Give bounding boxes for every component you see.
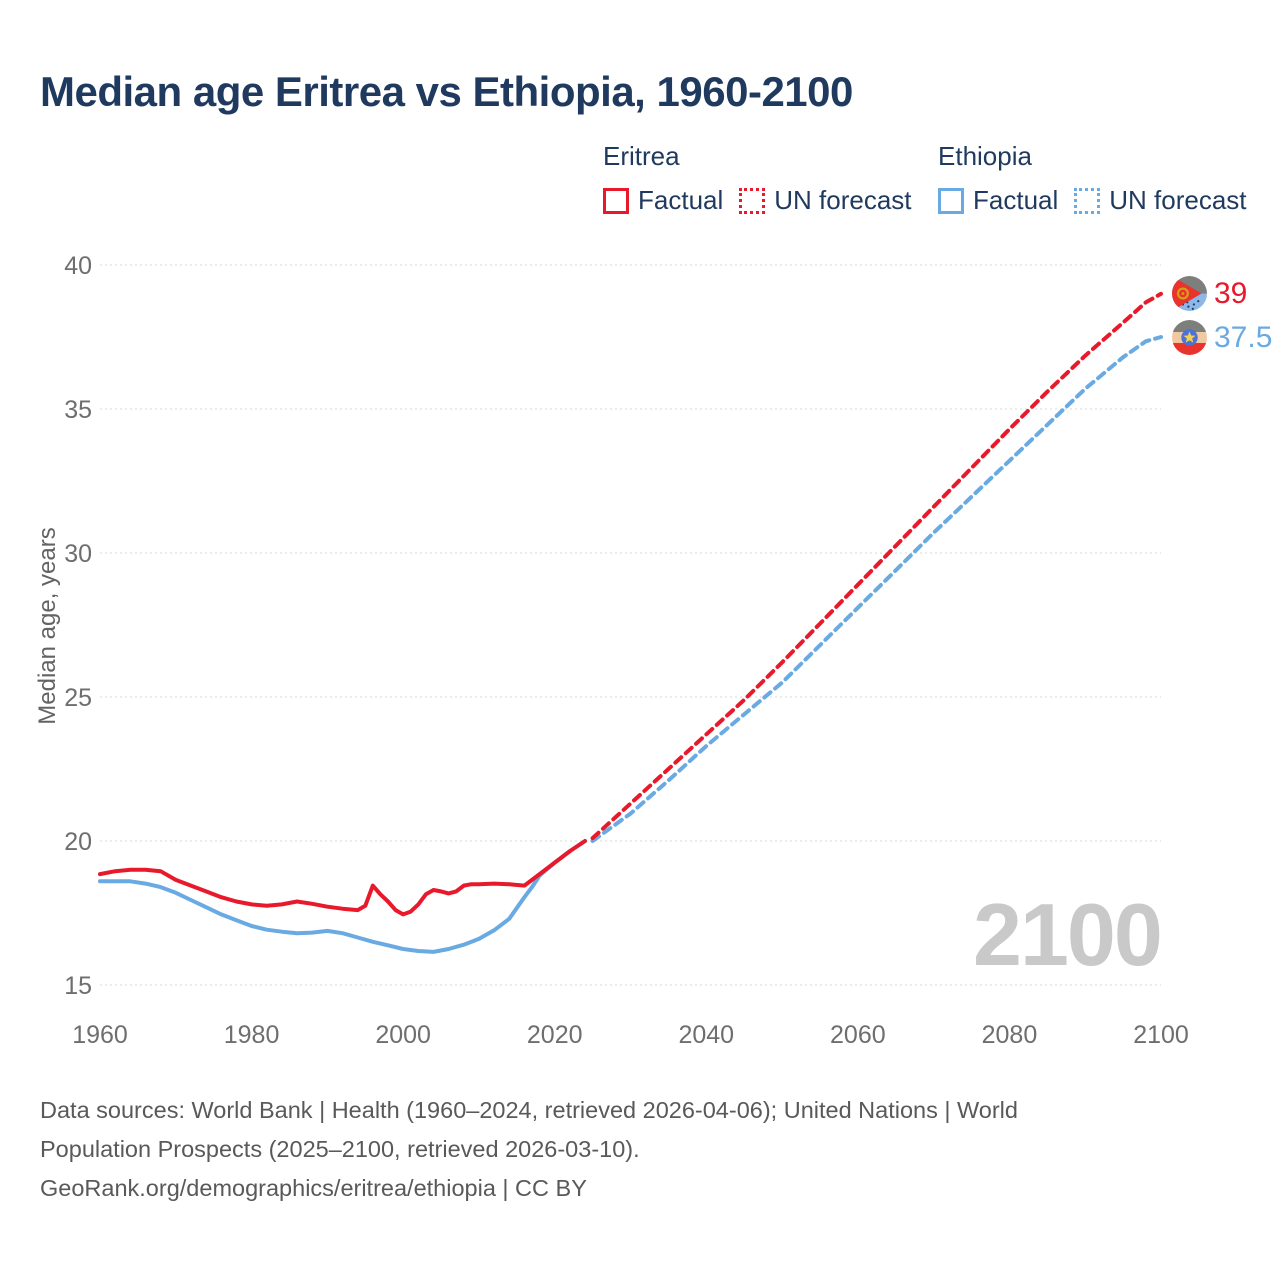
legend-label-eritrea-forecast: UN forecast	[774, 185, 912, 215]
x-tick-label-2020: 2020	[527, 1021, 583, 1049]
ethiopia-end-value: 37.5	[1214, 320, 1273, 354]
legend-label-eritrea-factual: Factual	[638, 185, 724, 215]
y-axis-title: Median age, years	[34, 527, 61, 725]
eritrea-flag-icon	[1172, 276, 1207, 311]
eritrea-forecast-line[interactable]	[590, 291, 1163, 841]
footer-source-line-1: Data sources: World Bank | Health (1960–…	[40, 1097, 1018, 1123]
x-tick-label-2080: 2080	[982, 1021, 1038, 1049]
legend-item-ethiopia-forecast[interactable]: UN forecast	[1074, 185, 1247, 216]
legend-country-ethiopia: Ethiopia	[938, 141, 1032, 171]
y-tick-label-40: 40	[64, 252, 92, 280]
page-title: Median age Eritrea vs Ethiopia, 1960-210…	[40, 68, 853, 115]
y-tick-label-25: 25	[64, 684, 92, 712]
legend-row-ethiopia: Factual UN forecast	[938, 185, 1247, 216]
y-tick-label-35: 35	[64, 396, 92, 424]
x-tick-label-2000: 2000	[375, 1021, 431, 1049]
legend-label-ethiopia-factual: Factual	[973, 185, 1059, 215]
footer-attribution-line: GeoRank.org/demographics/eritrea/ethiopi…	[40, 1175, 587, 1201]
legend-group-ethiopia: Ethiopia Factual UN forecast	[938, 141, 1247, 216]
y-tick-label-15: 15	[64, 972, 92, 1000]
legend-item-eritrea-forecast[interactable]: UN forecast	[739, 185, 912, 216]
legend-item-eritrea-factual[interactable]: Factual	[603, 185, 723, 216]
legend-item-ethiopia-factual[interactable]: Factual	[938, 185, 1058, 216]
chart-svg: 15 20 25 30 35 40 1960 1980 2000 2020 2040 2060 2080…	[64, 252, 1189, 1049]
eritrea-factual-swatch-icon	[603, 187, 629, 214]
x-tick-label-1960: 1960	[72, 1021, 128, 1049]
end-label-ethiopia: 37.5	[1172, 320, 1272, 355]
eritrea-forecast-swatch-icon	[739, 187, 766, 214]
eritrea-end-value: 39	[1214, 276, 1248, 310]
ethiopia-flag-icon	[1172, 320, 1207, 355]
legend-group-eritrea: Eritrea Factual UN forecast	[603, 141, 912, 216]
end-label-eritrea: 39	[1172, 276, 1247, 311]
x-tick-label-1980: 1980	[224, 1021, 280, 1049]
ethiopia-forecast-swatch-icon	[1074, 187, 1101, 214]
legend-row-eritrea: Factual UN forecast	[603, 185, 912, 216]
x-tick-label-2060: 2060	[830, 1021, 886, 1049]
ethiopia-forecast-line[interactable]	[590, 335, 1163, 843]
footer: Data sources: World Bank | Health (1960–…	[40, 1091, 1180, 1208]
footer-source-line-2: Population Prospects (2025–2100, retriev…	[40, 1136, 640, 1162]
x-tick-label-2040: 2040	[678, 1021, 734, 1049]
x-tick-label-2100: 2100	[1133, 1021, 1189, 1049]
legend-country-eritrea: Eritrea	[603, 141, 680, 171]
ethiopia-factual-swatch-icon	[938, 187, 964, 214]
watermark-year: 2100	[973, 885, 1163, 984]
y-tick-label-20: 20	[64, 828, 92, 856]
y-tick-label-30: 30	[64, 540, 92, 568]
eritrea-factual-line[interactable]	[98, 839, 587, 917]
legend-label-ethiopia-forecast: UN forecast	[1109, 185, 1247, 215]
ethiopia-factual-line[interactable]	[98, 839, 587, 954]
